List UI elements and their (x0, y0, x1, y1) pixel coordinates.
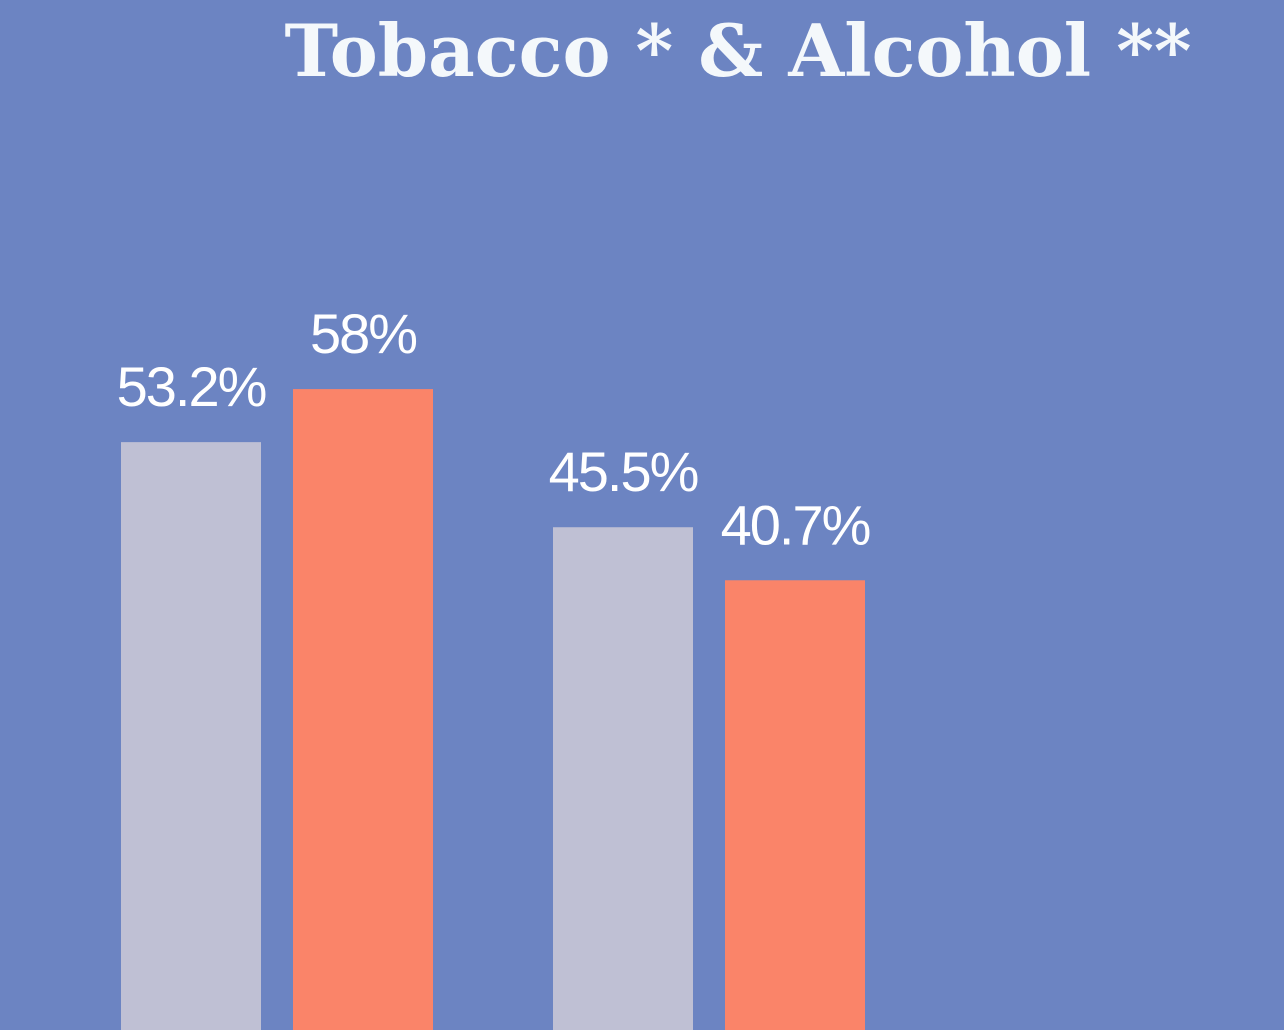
value-labels-group: 53.2% 45.5% 58% 40.7% (117, 302, 872, 556)
bar-series2-group1 (293, 389, 433, 1030)
bar-series1-group1 (121, 442, 261, 1030)
value-label-series2-group2: 40.7% (721, 493, 870, 556)
value-label-series1-group2: 45.5% (549, 440, 698, 503)
value-label-series1-group1: 53.2% (117, 355, 266, 418)
bar-series1-group2 (553, 527, 693, 1030)
bars-group (121, 389, 865, 1030)
value-label-series2-group1: 58% (310, 302, 416, 365)
bar-series2-group2 (725, 580, 865, 1030)
chart-title: Tobacco * & Alcohol ** (284, 8, 1191, 93)
